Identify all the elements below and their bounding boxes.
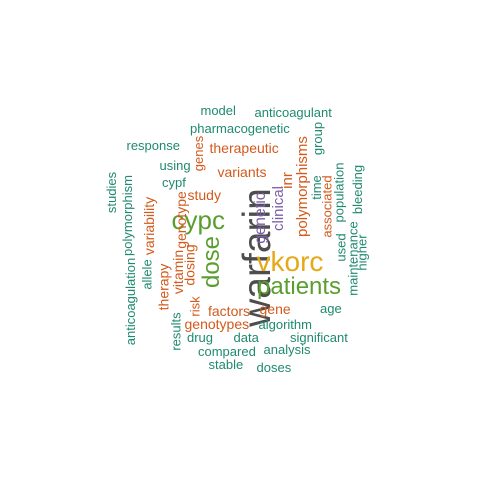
word-results: results (168, 311, 184, 351)
word-cypc: cypc (171, 205, 225, 235)
word-drug: drug (187, 329, 214, 345)
word-clinical: clinical (269, 185, 287, 231)
word-group: group (309, 121, 325, 155)
word-variants: variants (217, 164, 267, 180)
word-analysis: analysis (263, 341, 311, 357)
word-doses: doses (256, 359, 292, 375)
word-dose: dose (198, 235, 226, 289)
word-bleeding: bleeding (349, 164, 365, 214)
word-compared: compared (198, 343, 256, 359)
word-gene: gene (259, 301, 291, 317)
word-using: using (159, 157, 191, 173)
word-allele: allele (139, 258, 155, 290)
word-model: model (200, 102, 236, 118)
word-anticoagulant: anticoagulant (254, 104, 332, 120)
word-data: data (233, 329, 259, 345)
word-genotype: genotype (172, 191, 189, 249)
word-algorithm: algorithm (258, 316, 312, 332)
word-dosing: dosing (181, 244, 198, 286)
word-risk: risk (187, 295, 203, 317)
word-time: time (308, 174, 324, 200)
word-polymorphisms: polymorphisms (293, 135, 311, 237)
word-vkorc: vkorc (256, 246, 324, 277)
word-higher: higher (354, 233, 370, 271)
word-age: age (320, 300, 342, 316)
word-genetic: genetic (251, 192, 269, 244)
word-cypf: cypf (162, 174, 186, 190)
word-variability: variability (141, 196, 158, 256)
word-polymorphism: polymorphism (119, 174, 135, 256)
word-population: population (331, 162, 347, 222)
word-studies: studies (103, 171, 119, 213)
word-genotypes: genotypes (184, 316, 250, 332)
word-therapeutic: therapeutic (209, 140, 279, 156)
word-patients: patients (257, 273, 342, 300)
word-pharmacogenetic: pharmacogenetic (190, 120, 290, 136)
word-therapy: therapy (154, 263, 171, 311)
word-factors: factors (208, 303, 251, 319)
word-anticoagulation: anticoagulation (122, 257, 138, 345)
word-significant: significant (290, 329, 348, 345)
word-genes: genes (190, 135, 206, 171)
word-inr: inr (278, 171, 296, 189)
word-response: response (126, 137, 180, 153)
word-study: study (187, 187, 221, 203)
word-stable: stable (208, 356, 244, 372)
